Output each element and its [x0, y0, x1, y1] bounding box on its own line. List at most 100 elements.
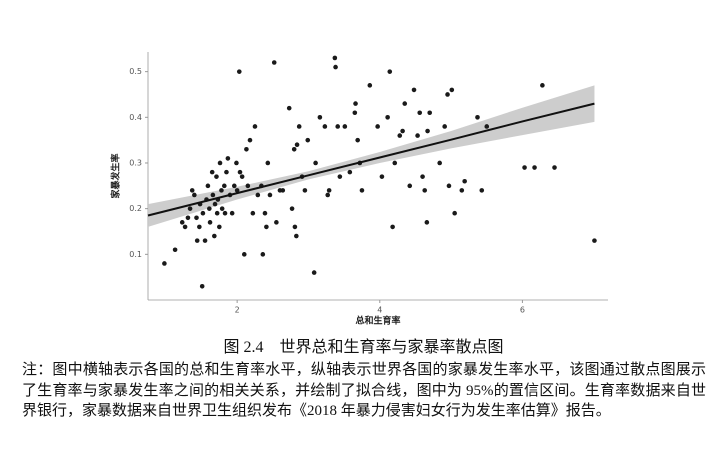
point	[162, 261, 167, 266]
point	[335, 124, 341, 129]
point	[317, 115, 323, 120]
point	[219, 188, 224, 193]
confidence-band	[148, 85, 595, 227]
point	[234, 188, 240, 193]
point	[262, 210, 268, 216]
point	[179, 220, 185, 225]
point	[239, 174, 245, 179]
point	[222, 183, 227, 189]
point	[442, 124, 447, 129]
point	[260, 252, 266, 257]
point	[452, 210, 457, 216]
point	[387, 69, 393, 74]
point	[291, 146, 297, 152]
point	[411, 87, 417, 93]
point	[420, 174, 425, 179]
point	[392, 160, 398, 166]
point	[402, 101, 408, 106]
point	[367, 83, 373, 88]
point	[197, 224, 202, 230]
point	[425, 128, 430, 134]
point	[400, 128, 405, 134]
y-tick-label: 0.2	[129, 204, 142, 213]
point	[231, 183, 237, 189]
x-tick-label: 6	[520, 306, 525, 315]
point	[296, 124, 302, 129]
point	[449, 87, 455, 93]
point	[359, 188, 365, 193]
point	[522, 165, 527, 170]
point	[244, 146, 249, 152]
point	[217, 160, 223, 166]
point	[390, 224, 395, 230]
y-tick-label: 0.5	[129, 67, 142, 76]
point	[552, 165, 557, 170]
point	[185, 215, 191, 221]
point	[224, 169, 229, 175]
point	[385, 115, 390, 120]
point	[397, 133, 403, 138]
point	[189, 188, 195, 193]
y-tick-label: 0.4	[129, 113, 142, 122]
point	[417, 110, 423, 116]
point	[234, 160, 239, 166]
point	[274, 220, 279, 225]
point	[355, 137, 360, 143]
fit-line	[147, 102, 595, 217]
point	[353, 101, 358, 106]
point	[332, 55, 338, 61]
point	[415, 133, 420, 138]
point	[407, 183, 413, 189]
point	[592, 238, 597, 243]
point	[424, 220, 430, 225]
point	[236, 69, 242, 74]
point	[210, 192, 216, 198]
point	[484, 124, 490, 129]
point	[305, 137, 311, 143]
point	[172, 247, 178, 253]
point	[375, 124, 380, 129]
point	[187, 206, 193, 211]
point	[437, 160, 442, 166]
point	[352, 110, 358, 116]
point	[292, 224, 298, 230]
point	[225, 156, 231, 161]
point	[325, 192, 331, 198]
x-axis-label: 总和生育率	[355, 315, 400, 327]
point	[219, 206, 225, 211]
point	[237, 169, 243, 175]
point	[182, 224, 188, 230]
point	[459, 188, 465, 193]
point	[209, 169, 215, 175]
point	[445, 92, 450, 97]
point	[241, 252, 247, 257]
figure-caption: 图 2.4 世界总和生育率与家暴率散点图	[223, 339, 504, 356]
point	[337, 174, 343, 179]
point	[205, 183, 211, 189]
point	[475, 115, 480, 120]
point	[194, 238, 200, 243]
point	[265, 160, 271, 166]
point	[479, 188, 485, 193]
y-axis-label: 家暴发生率	[110, 153, 122, 198]
point	[199, 283, 205, 289]
point	[250, 210, 256, 216]
chart: 总和生育率 家暴发生率 0.1 0.2 0.3 0.4 0.5 2 4 6	[110, 52, 608, 327]
point	[280, 188, 286, 193]
point	[212, 233, 217, 239]
y-tick-label: 0.3	[129, 158, 142, 167]
point	[311, 270, 317, 275]
point	[427, 110, 433, 116]
point	[289, 206, 295, 211]
x-tick-label: 2	[235, 306, 240, 315]
point	[217, 224, 222, 230]
point	[214, 210, 220, 216]
point	[322, 124, 328, 129]
point	[194, 215, 199, 221]
point	[200, 210, 206, 216]
point	[229, 210, 235, 216]
point	[342, 124, 348, 129]
point	[192, 192, 197, 198]
point	[222, 210, 228, 216]
